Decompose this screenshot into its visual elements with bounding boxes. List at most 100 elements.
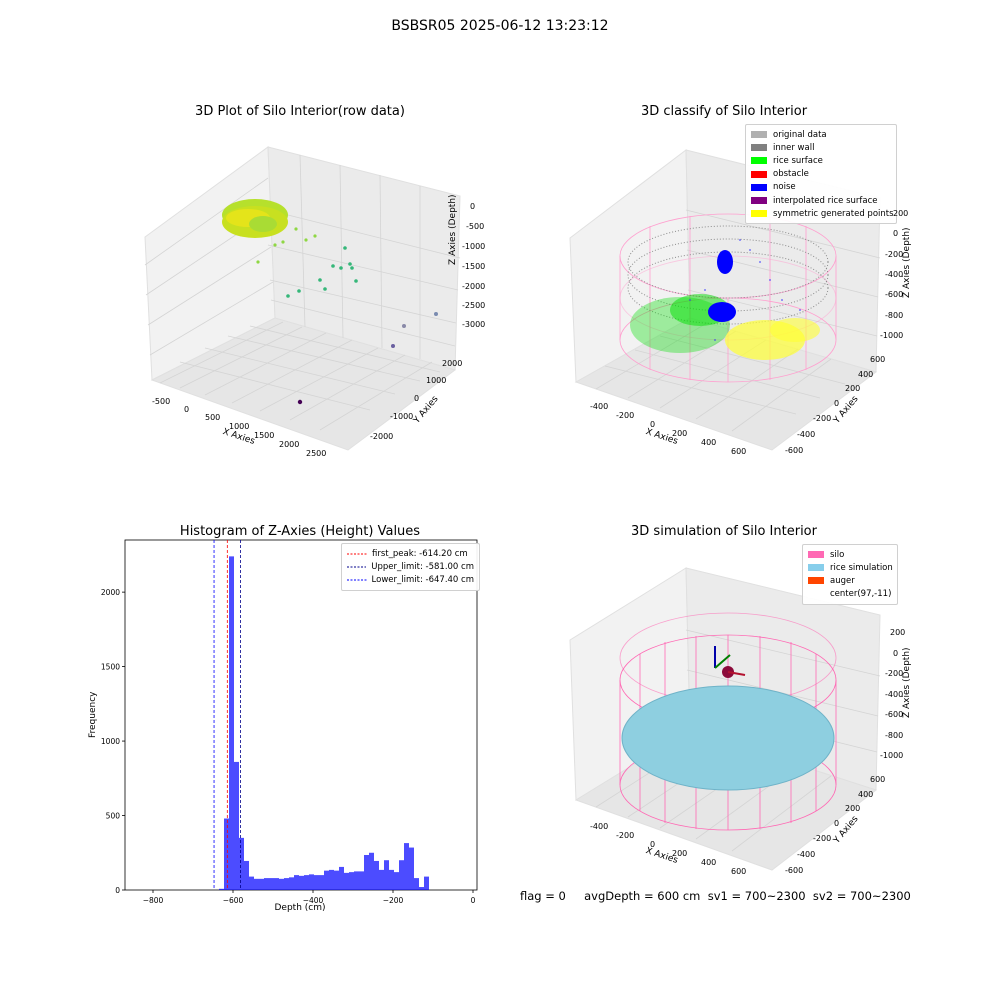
raw-ytick-4: 2000 [442, 359, 463, 368]
raw-plot-title: 3D Plot of Silo Interior(row data) [195, 104, 405, 119]
histogram-bar [344, 872, 349, 890]
legend-swatch [808, 564, 824, 572]
classify-xtick-4: 400 [701, 438, 717, 447]
simulation-xtick-1: -200 [616, 831, 635, 840]
histogram-xtick-label: −400 [303, 896, 324, 905]
histogram-xlabel: Depth (cm) [274, 903, 326, 913]
legend-swatch [751, 210, 767, 218]
histogram-bar [289, 877, 294, 890]
legend-item-silo: silo [808, 548, 892, 561]
histogram-bar [424, 876, 429, 890]
histogram-ytick-label: 500 [106, 812, 121, 821]
histogram-bar [359, 871, 364, 890]
classify-ytick-6: 600 [870, 355, 886, 364]
histogram-bar [254, 878, 259, 890]
histogram-legend: first_peak: -614.20 cm Upper_limit: -581… [341, 543, 480, 591]
histogram-xtick-label: −600 [223, 896, 244, 905]
simulation-ztick-1: 0 [893, 649, 899, 658]
simulation-ztick-6: -1000 [880, 751, 904, 760]
classify-ztick-4: -600 [885, 290, 904, 299]
histogram-ylabel: Frequency [88, 691, 98, 739]
histogram-frame [124, 539, 478, 891]
legend-item-interpolated-rice-surface: interpolated rice surface [751, 194, 891, 207]
simulation-3d-axes [569, 567, 881, 871]
histogram-bar [374, 860, 379, 890]
histogram-bar [419, 887, 424, 890]
figure-title: BSBSR05 2025-06-12 13:23:12 [391, 18, 609, 34]
histogram-bar [269, 878, 274, 890]
simulation-ytick-6: 600 [870, 775, 886, 784]
histogram-ytick-label: 2000 [101, 588, 120, 597]
simulation-ytick-2: -200 [813, 834, 832, 843]
legend-swatch [751, 157, 767, 165]
legend-line-blue [347, 579, 367, 581]
simulation-xtick-4: 400 [701, 858, 717, 867]
classify-plot-title: 3D classify of Silo Interior [640, 104, 808, 119]
histogram-bar [234, 761, 239, 890]
histogram-bar [279, 878, 284, 890]
histogram-bar [349, 872, 354, 890]
histogram-bar [274, 878, 279, 890]
legend-item-noise: noise [751, 181, 891, 194]
histogram-bar [239, 837, 244, 890]
histogram-plot: −800 −600 −400 −200 0 0 500 1000 1500 2000 [101, 539, 478, 905]
histogram-bar [224, 818, 229, 890]
classify-legend: original data inner wall rice surface ob… [745, 124, 897, 225]
classify-ytick-4: 200 [845, 384, 861, 393]
histogram-x-ticks: −800 −600 −400 −200 0 [143, 890, 476, 905]
histogram-bar [409, 847, 414, 890]
raw-xtick-6: 2500 [306, 449, 327, 458]
raw-zlabel: Z Axies (Depth) [448, 194, 458, 265]
classify-xtick-5: 600 [731, 447, 747, 456]
classify-xtick-1: -200 [616, 411, 635, 420]
histogram-bar [294, 875, 299, 890]
legend-item-obstacle: obstacle [751, 168, 891, 181]
histogram-bar [309, 874, 314, 890]
simulation-legend: silo rice simulation auger center(97,-11… [802, 544, 898, 605]
raw-xtick-5: 2000 [279, 440, 300, 449]
raw-ytick-0: -2000 [370, 432, 394, 441]
simulation-ytick-4: 200 [845, 804, 861, 813]
histogram-bar [229, 556, 234, 890]
legend-swatch [808, 590, 824, 598]
histogram-bar [249, 876, 254, 890]
status-footer: flag = 0 avgDepth = 600 cm sv1 = 700~230… [520, 889, 911, 903]
histogram-ytick-label: 1500 [101, 663, 120, 672]
legend-item-lower-limit: Lower_limit: -647.40 cm [347, 573, 474, 586]
histogram-bar [314, 875, 319, 890]
legend-swatch [751, 170, 767, 178]
raw-ztick-2: -1000 [462, 242, 486, 251]
simulation-plot-title: 3D simulation of Silo Interior [631, 524, 817, 539]
raw-xtick-3: 1000 [229, 422, 250, 431]
legend-item-auger: auger [808, 574, 892, 587]
simulation-xtick-5: 600 [731, 867, 747, 876]
classify-ztick-0: 200 [893, 209, 909, 218]
raw-3d-axes [144, 146, 461, 451]
histogram-bar [244, 860, 249, 890]
histogram-bars [219, 556, 429, 890]
histogram-ytick-label: 0 [115, 886, 120, 895]
legend-swatch [808, 551, 824, 559]
histogram-bar [414, 878, 419, 890]
raw-ytick-3: 1000 [426, 376, 447, 385]
histogram-bar [354, 871, 359, 890]
classify-ztick-2: -200 [885, 250, 904, 259]
histogram-bar [324, 870, 329, 890]
legend-item-first-peak: first_peak: -614.20 cm [347, 547, 474, 560]
classify-xtick-2: 0 [650, 420, 656, 429]
histogram-bar [319, 875, 324, 890]
simulation-ytick-1: -400 [797, 850, 816, 859]
histogram-xtick-label: 0 [471, 896, 476, 905]
simulation-ytick-3: 0 [834, 819, 840, 828]
histogram-bar [284, 878, 289, 890]
histogram-bar [389, 869, 394, 890]
legend-swatch [751, 183, 767, 191]
classify-ztick-3: -400 [885, 270, 904, 279]
simulation-ztick-4: -600 [885, 710, 904, 719]
histogram-title: Histogram of Z-Axies (Height) Values [179, 524, 421, 539]
histogram-bar [364, 855, 369, 890]
classify-ytick-2: -200 [813, 414, 832, 423]
histogram-xtick-label: −800 [143, 896, 164, 905]
histogram-bar [339, 866, 344, 890]
legend-swatch [751, 144, 767, 152]
